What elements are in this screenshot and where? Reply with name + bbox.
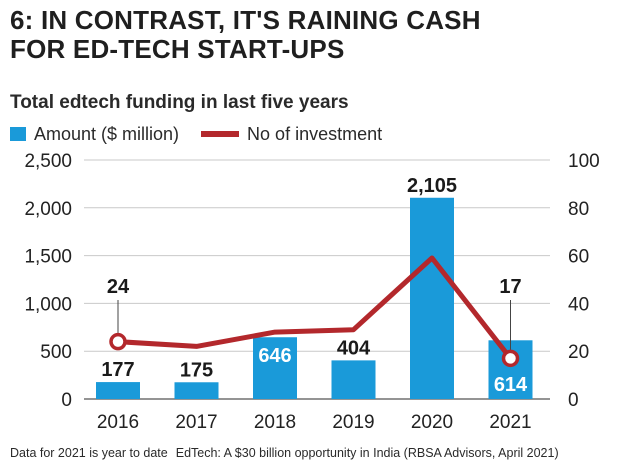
bar bbox=[175, 382, 219, 399]
bar-value-label: 175 bbox=[180, 359, 213, 381]
right-axis-tick-label: 60 bbox=[568, 247, 589, 268]
right-axis-tick-label: 40 bbox=[568, 294, 589, 315]
footnote-note: Data for 2021 is year to date bbox=[10, 446, 168, 460]
left-axis-tick-label: 2,500 bbox=[24, 151, 72, 172]
right-axis-tick-label: 80 bbox=[568, 199, 589, 220]
left-axis-tick-label: 2,000 bbox=[24, 199, 72, 220]
footnote: Data for 2021 is year to date EdTech: A $… bbox=[10, 446, 559, 460]
x-axis-tick-label: 2019 bbox=[332, 412, 374, 433]
chart-plot: 0 500 1,000 1,500 2,000 2,500 0 20 40 60 80 100 2016… bbox=[0, 0, 620, 473]
bar-value-label: 646 bbox=[258, 345, 291, 367]
bar-value-label: 404 bbox=[337, 337, 371, 359]
footnote-source: EdTech: A $30 billion opportunity in Ind… bbox=[176, 446, 559, 460]
bar bbox=[96, 382, 140, 399]
right-axis-tick-label: 0 bbox=[568, 390, 579, 411]
bar-value-label: 614 bbox=[494, 374, 528, 396]
bar bbox=[332, 360, 376, 399]
line-value-label: 17 bbox=[499, 276, 521, 298]
bar-value-label: 177 bbox=[101, 359, 134, 381]
bar bbox=[410, 198, 454, 399]
line-value-label: 24 bbox=[107, 276, 130, 298]
bar-value-label: 2,105 bbox=[407, 175, 457, 197]
x-axis-tick-label: 2021 bbox=[489, 412, 531, 433]
x-axis-tick-label: 2018 bbox=[254, 412, 296, 433]
right-axis-tick-label: 100 bbox=[568, 151, 600, 172]
line-point-marker bbox=[111, 335, 125, 349]
line-point-marker bbox=[504, 351, 518, 365]
x-axis-tick-label: 2017 bbox=[175, 412, 217, 433]
left-axis-tick-label: 1,000 bbox=[24, 294, 72, 315]
x-axis-tick-label: 2016 bbox=[97, 412, 139, 433]
left-axis-tick-label: 0 bbox=[61, 390, 72, 411]
left-axis-tick-label: 1,500 bbox=[24, 247, 72, 268]
left-axis-tick-label: 500 bbox=[40, 342, 72, 363]
right-axis-tick-label: 20 bbox=[568, 342, 589, 363]
x-axis-tick-label: 2020 bbox=[411, 412, 453, 433]
